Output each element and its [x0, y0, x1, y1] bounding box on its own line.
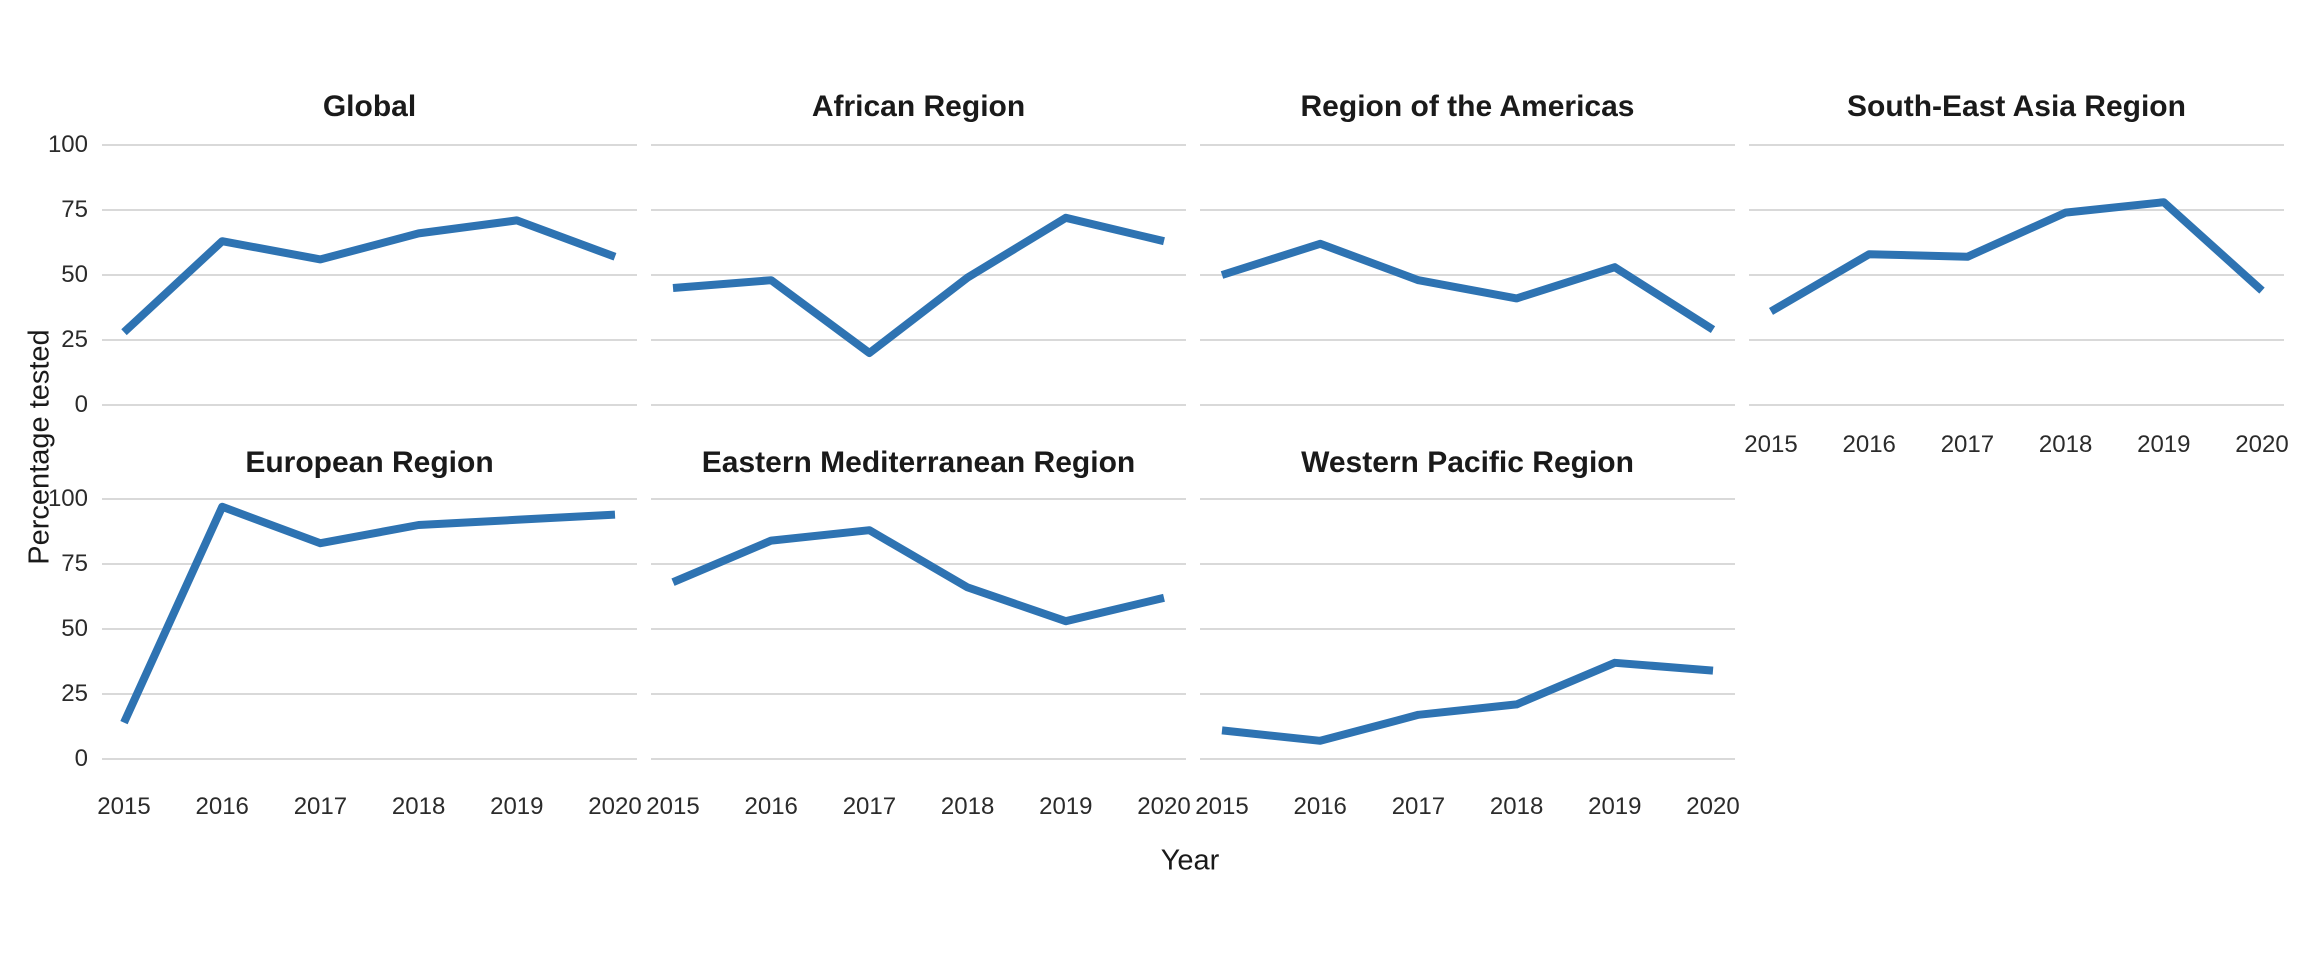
facet-title-south-east-asia-region: South-East Asia Region [1847, 90, 2186, 123]
x-tick-label: 2015 [646, 793, 700, 820]
facet-title-global: Global [322, 90, 417, 123]
y-tick-label: 25 [61, 326, 88, 353]
x-tick-label: 2016 [195, 793, 249, 820]
y-tick-label: 75 [61, 196, 88, 223]
x-tick-label: 2018 [391, 793, 446, 820]
x-tick-label: 2018 [2038, 431, 2093, 458]
x-tick-label: 2017 [842, 793, 897, 820]
y-tick-label: 75 [61, 550, 88, 577]
y-tick-label: 100 [47, 131, 88, 158]
facet-title-region-of-the-americas: Region of the Americas [1300, 90, 1635, 123]
y-tick-label: 25 [61, 680, 88, 707]
y-tick-label: 50 [61, 261, 88, 288]
x-tick-label: 2015 [97, 793, 151, 820]
x-tick-label: 2017 [1940, 431, 1995, 458]
x-tick-label: 2019 [1588, 793, 1642, 820]
y-tick-label: 50 [61, 615, 88, 642]
line-european-region [120, 502, 616, 725]
facet-title-western-pacific-region: Western Pacific Region [1301, 446, 1634, 479]
x-tick-label: 2018 [940, 793, 995, 820]
x-tick-label: 2018 [1489, 793, 1544, 820]
line-region-of-the-americas [1220, 239, 1716, 333]
y-tick-label: 0 [74, 391, 88, 418]
x-tick-label: 2020 [588, 793, 642, 820]
line-african-region [672, 213, 1165, 357]
line-south-east-asia-region [1768, 198, 2265, 315]
x-tick-label: 2016 [1842, 431, 1896, 458]
x-tick-label: 2016 [744, 793, 798, 820]
x-tick-label: 2019 [2137, 431, 2191, 458]
facet-title-eastern-mediterranean-region: Eastern Mediterranean Region [701, 446, 1136, 479]
line-eastern-mediterranean-region [671, 526, 1165, 626]
x-tick-label: 2019 [490, 793, 544, 820]
facet-title-african-region: African Region [811, 90, 1026, 123]
facet-title-european-region: European Region [245, 446, 494, 479]
line-global [121, 216, 617, 336]
x-tick-label: 2020 [1686, 793, 1740, 820]
x-tick-label: 2016 [1293, 793, 1347, 820]
x-tick-label: 2017 [293, 793, 348, 820]
x-tick-label: 2015 [1744, 431, 1798, 458]
line-western-pacific-region [1221, 658, 1714, 745]
y-axis-title: Percentage tested [23, 329, 56, 565]
y-tick-label: 0 [74, 745, 88, 772]
x-tick-label: 2015 [1195, 793, 1249, 820]
x-tick-label: 2019 [1039, 793, 1093, 820]
x-tick-label: 2017 [1391, 793, 1446, 820]
y-tick-label: 100 [47, 485, 88, 512]
x-tick-label: 2020 [1137, 793, 1191, 820]
x-tick-label: 2020 [2235, 431, 2289, 458]
x-axis-title: Year [1160, 844, 1220, 877]
